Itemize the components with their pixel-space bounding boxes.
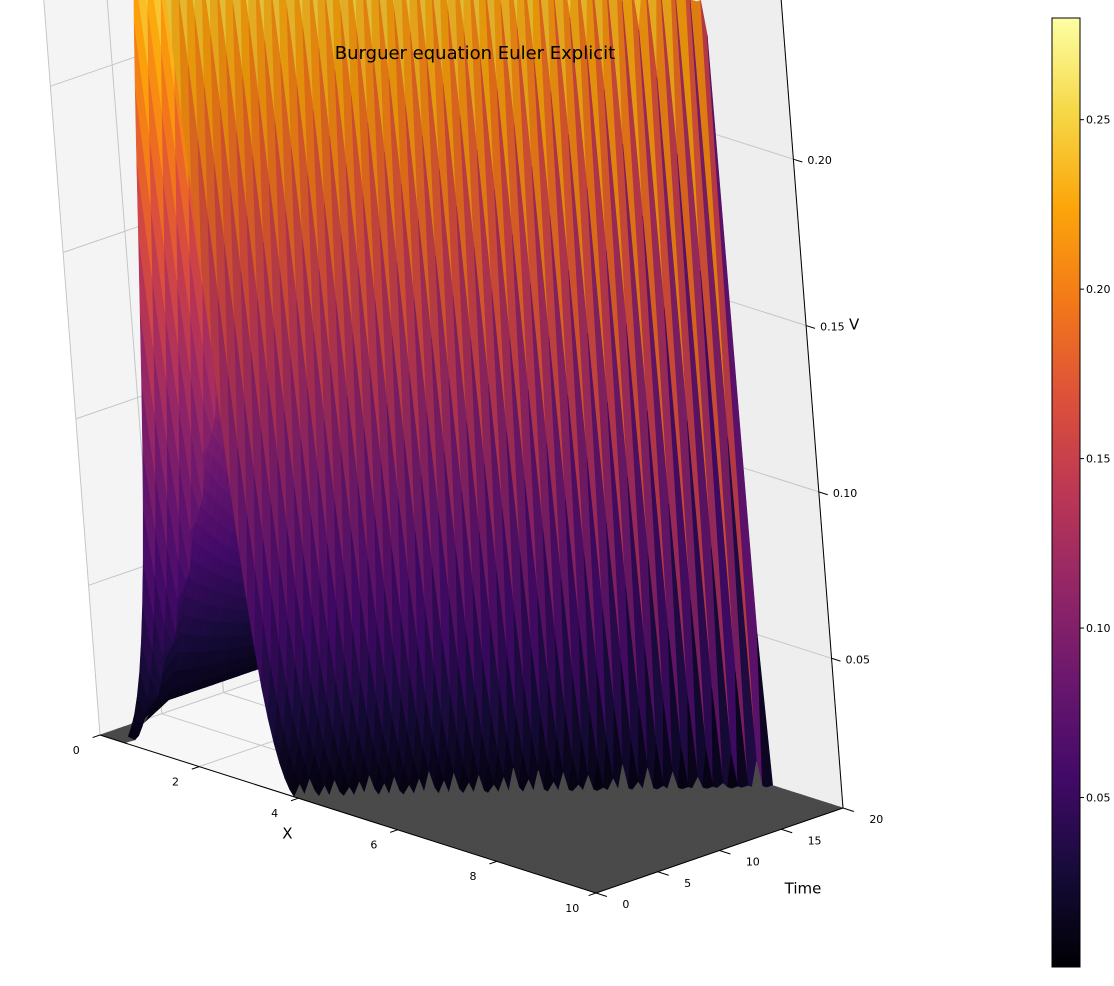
x-tick xyxy=(92,734,101,739)
surface xyxy=(99,0,844,894)
colorbar-tick-label: 0.20 xyxy=(1086,283,1111,296)
colorbar-tick-label: 0.10 xyxy=(1086,622,1111,635)
v-tick-label: 0.15 xyxy=(820,321,845,334)
colorbar: 0.05 0.10 0.15 0.20 0.25 xyxy=(1051,17,1111,968)
time-tick xyxy=(595,892,608,897)
x-tick xyxy=(489,860,497,865)
time-tick xyxy=(657,871,669,876)
surface-patch xyxy=(165,0,173,46)
time-tick xyxy=(719,850,731,855)
time-tick-label: 5 xyxy=(684,877,691,890)
colorbar-gradient xyxy=(1051,17,1081,968)
v-tick-label: 0.10 xyxy=(833,487,858,500)
y-axis-label: Time xyxy=(784,879,822,897)
colorbar-tick-label: 0.15 xyxy=(1086,453,1111,466)
x-axis-line xyxy=(99,734,597,894)
colorbar-tick-label: 0.05 xyxy=(1086,792,1111,805)
v-tick-label: 0.20 xyxy=(807,154,832,167)
time-tick xyxy=(781,828,793,834)
x-tick xyxy=(588,892,597,897)
x-tick xyxy=(290,797,299,802)
colorbar-tick-label: 0.25 xyxy=(1086,114,1111,127)
time-tick xyxy=(842,807,855,812)
x-tick-label: 2 xyxy=(172,775,179,788)
v-tick xyxy=(831,657,841,662)
surface-patch xyxy=(171,0,183,117)
x-tick-label: 6 xyxy=(370,839,377,852)
x-tick xyxy=(191,766,200,770)
v-axis-line xyxy=(780,0,844,809)
x-tick-label: 4 xyxy=(271,807,278,820)
surface-patch xyxy=(153,0,161,46)
v-tick-label: 0.05 xyxy=(846,653,871,666)
v-tick xyxy=(818,491,828,496)
axes: 0 2 4 6 8 10 0 5 10 15 20 0.05 0.10 0.15 0.20 0.25 xyxy=(73,0,883,915)
v-tick xyxy=(805,325,816,329)
x-axis-label: X xyxy=(282,824,292,842)
time-tick-label: 20 xyxy=(869,813,883,826)
z-axis-label: V xyxy=(849,316,860,334)
x-tick xyxy=(390,829,398,833)
time-tick-label: 0 xyxy=(622,898,629,911)
time-tick-label: 10 xyxy=(746,856,760,869)
x-tick-label: 0 xyxy=(73,744,80,757)
v-tick-label: 0.25 xyxy=(795,0,820,1)
x-tick-label: 10 xyxy=(565,902,579,915)
surface-patch xyxy=(192,0,196,17)
x-tick-label: 8 xyxy=(470,870,477,883)
time-tick-label: 15 xyxy=(808,834,822,847)
chart-title: Burguer equation Euler Explicit xyxy=(335,43,615,64)
v-tick xyxy=(793,158,803,163)
surface-patch xyxy=(146,0,148,4)
